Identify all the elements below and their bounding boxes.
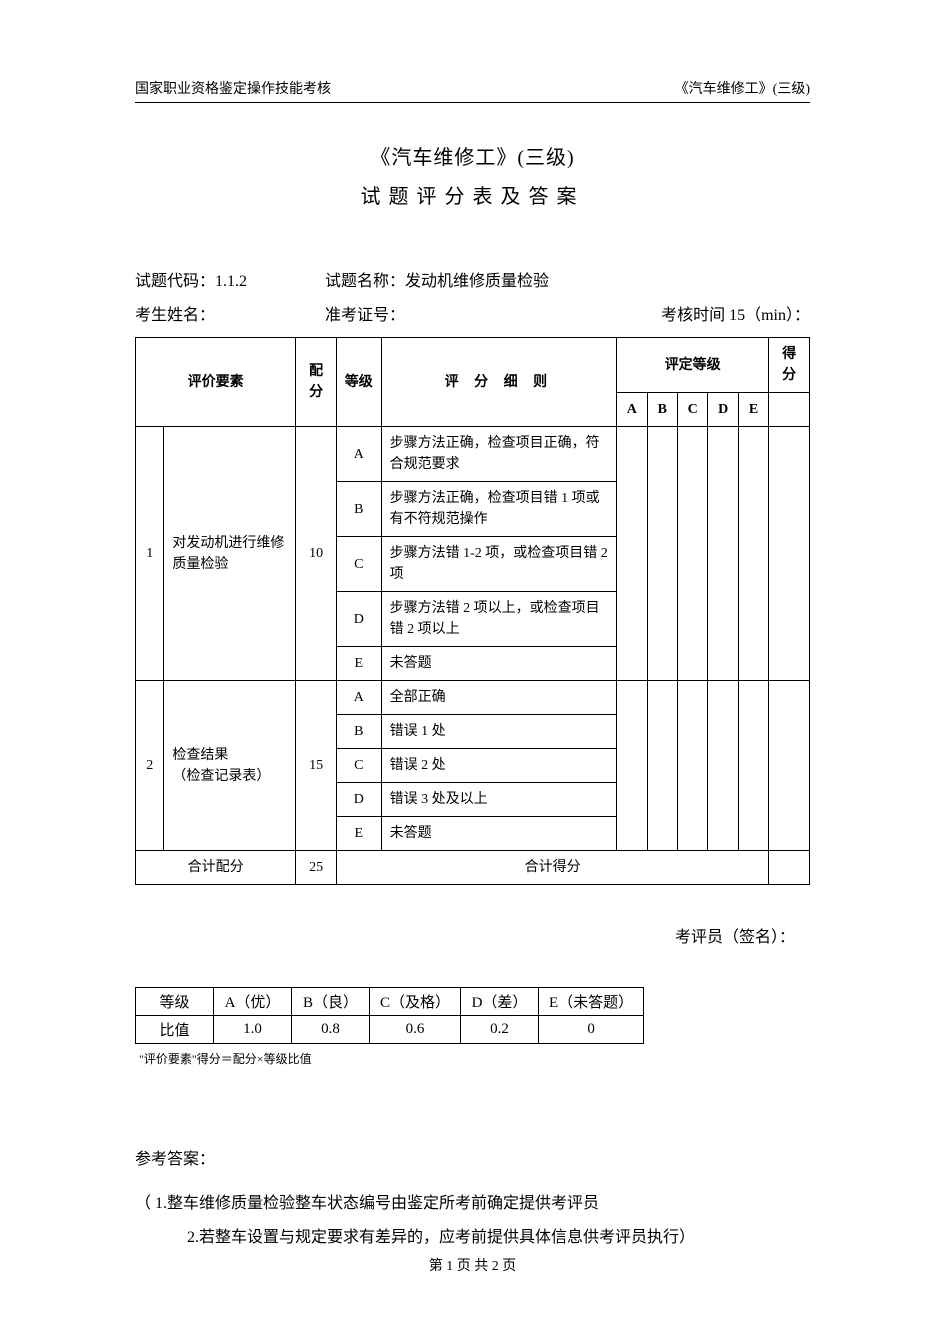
formula-note: "评价要素"得分＝配分×等级比值	[139, 1050, 810, 1067]
header-right: 《汽车维修工》(三级)	[675, 78, 810, 98]
name-value: 发动机维修质量检验	[405, 273, 549, 290]
th-rating: 评定等级	[617, 338, 769, 393]
th-result-empty	[769, 393, 810, 427]
document-title: 《汽车维修工》(三级)	[135, 141, 810, 170]
rating-cell-b	[647, 681, 677, 851]
rating-cell-d	[708, 681, 738, 851]
criteria-cell: 错误 3 处及以上	[381, 783, 616, 817]
answers-heading: 参考答案：	[135, 1145, 810, 1169]
ratio-cell: 1.0	[214, 1016, 292, 1044]
ratio-cell: 0	[539, 1016, 644, 1044]
rating-cell-b	[647, 427, 677, 681]
criteria-cell: 步骤方法错 1-2 项，或检查项目错 2 项	[381, 537, 616, 592]
ratio-row-2: 比值 1.0 0.8 0.6 0.2 0	[136, 1016, 644, 1044]
grade-cell: A	[336, 681, 381, 715]
row-factor: 对发动机进行维修质量检验	[164, 427, 296, 681]
rating-cell-c	[677, 427, 707, 681]
info-row-1: 试题代码：1.1.2 试题名称：发动机维修质量检验	[135, 267, 810, 291]
rating-cell-e	[738, 427, 768, 681]
grade-cell: E	[336, 817, 381, 851]
criteria-cell: 步骤方法正确，检查项目错 1 项或有不符规范操作	[381, 482, 616, 537]
header-left: 国家职业资格鉴定操作技能考核	[135, 78, 331, 98]
th-criteria: 评 分 细 则	[381, 338, 616, 427]
table-row: 1 对发动机进行维修质量检验 10 A 步骤方法正确，检查项目正确，符合规范要求	[136, 427, 810, 482]
result-cell	[769, 427, 810, 681]
answers-line1: 1.整车维修质量检验整车状态编号由鉴定所考前确定提供考评员	[155, 1195, 599, 1212]
ratio-cell: A（优）	[214, 988, 292, 1016]
ratio-cell: 0.6	[370, 1016, 461, 1044]
criteria-cell: 步骤方法正确，检查项目正确，符合规范要求	[381, 427, 616, 482]
ratio-table: 等级 A（优） B（良） C（及格） D（差） E（未答题） 比值 1.0 0.…	[135, 987, 644, 1044]
total-result-label: 合计得分	[336, 851, 768, 885]
table-header-row-1: 评价要素 配分 等级 评 分 细 则 评定等级 得分	[136, 338, 810, 393]
th-grade-a: A	[617, 393, 647, 427]
total-score-label: 合计配分	[136, 851, 296, 885]
info-row-2: 考生姓名： 准考证号： 考核时间 15（min）：	[135, 301, 810, 325]
page-footer: 第 1 页 共 2 页	[0, 1255, 945, 1275]
candidate-label: 考生姓名：	[135, 301, 325, 325]
row-score: 10	[296, 427, 337, 681]
row-index: 2	[136, 681, 164, 851]
rating-cell-d	[708, 427, 738, 681]
ratio-cell: C（及格）	[370, 988, 461, 1016]
grade-cell: D	[336, 783, 381, 817]
row-score: 15	[296, 681, 337, 851]
page-header: 国家职业资格鉴定操作技能考核 《汽车维修工》(三级)	[135, 78, 810, 103]
time-label: 考核时间 15（min）：	[661, 301, 810, 325]
criteria-cell: 未答题	[381, 817, 616, 851]
th-result: 得分	[769, 338, 810, 393]
th-grade-c: C	[677, 393, 707, 427]
document-subtitle: 试题评分表及答案	[135, 180, 810, 209]
ratio-cell: 0.2	[461, 1016, 539, 1044]
th-grade-d: D	[708, 393, 738, 427]
th-score: 配分	[296, 338, 337, 427]
answers-line2: 2.若整车设置与规定要求有差异的，应考前提供具体信息供考评员执行）	[135, 1221, 810, 1255]
result-cell	[769, 681, 810, 851]
th-factor: 评价要素	[136, 338, 296, 427]
th-grade-e: E	[738, 393, 768, 427]
th-grade: 等级	[336, 338, 381, 427]
ratio-cell: 0.8	[292, 1016, 370, 1044]
ratio-cell: B（良）	[292, 988, 370, 1016]
scoring-table: 评价要素 配分 等级 评 分 细 则 评定等级 得分 A B C D E 1 对…	[135, 337, 810, 885]
criteria-cell: 错误 1 处	[381, 715, 616, 749]
th-grade-b: B	[647, 393, 677, 427]
ratio-cell: 等级	[136, 988, 214, 1016]
answers-line1-open: （	[135, 1195, 155, 1212]
rating-cell-c	[677, 681, 707, 851]
grade-cell: B	[336, 482, 381, 537]
criteria-cell: 错误 2 处	[381, 749, 616, 783]
rating-cell-a	[617, 427, 647, 681]
rating-cell-e	[738, 681, 768, 851]
ratio-cell: 比值	[136, 1016, 214, 1044]
rating-cell-a	[617, 681, 647, 851]
row-index: 1	[136, 427, 164, 681]
total-score-value: 25	[296, 851, 337, 885]
name-label: 试题名称：	[325, 273, 405, 290]
criteria-cell: 步骤方法错 2 项以上，或检查项目错 2 项以上	[381, 592, 616, 647]
grade-cell: E	[336, 647, 381, 681]
ticket-label: 准考证号：	[325, 301, 661, 325]
criteria-cell: 全部正确	[381, 681, 616, 715]
ratio-row-1: 等级 A（优） B（良） C（及格） D（差） E（未答题）	[136, 988, 644, 1016]
ratio-cell: D（差）	[461, 988, 539, 1016]
grade-cell: A	[336, 427, 381, 482]
code-label: 试题代码：	[135, 273, 215, 290]
answers-body: （ 1.整车维修质量检验整车状态编号由鉴定所考前确定提供考评员 2.若整车设置与…	[135, 1187, 810, 1254]
table-total-row: 合计配分 25 合计得分	[136, 851, 810, 885]
grade-cell: B	[336, 715, 381, 749]
row-factor: 检查结果（检查记录表）	[164, 681, 296, 851]
criteria-cell: 未答题	[381, 647, 616, 681]
code-value: 1.1.2	[215, 273, 247, 290]
grade-cell: D	[336, 592, 381, 647]
total-result-cell	[769, 851, 810, 885]
ratio-cell: E（未答题）	[539, 988, 644, 1016]
grade-cell: C	[336, 537, 381, 592]
examiner-signature: 考评员（签名）：	[135, 923, 810, 947]
grade-cell: C	[336, 749, 381, 783]
table-row: 2 检查结果（检查记录表） 15 A 全部正确	[136, 681, 810, 715]
